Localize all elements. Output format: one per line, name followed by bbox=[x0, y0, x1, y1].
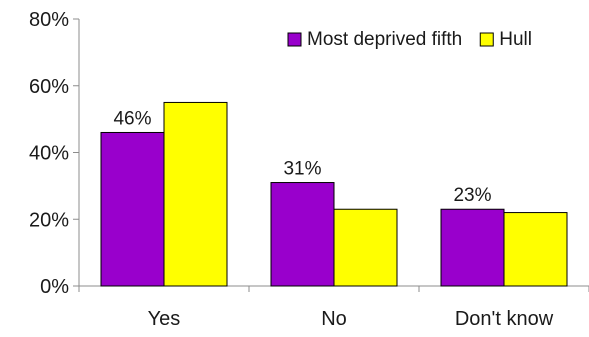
x-tick-label: Yes bbox=[148, 308, 181, 330]
bars bbox=[100, 101, 568, 287]
data-labels: 46% 31% 23% bbox=[113, 108, 491, 206]
x-tick-label: Don't know bbox=[455, 308, 554, 330]
x-tick-label: No bbox=[321, 308, 347, 330]
legend-swatch bbox=[479, 32, 494, 47]
y-tick-label: 60% bbox=[29, 76, 69, 98]
bar bbox=[100, 131, 165, 287]
data-label: 31% bbox=[283, 159, 321, 180]
bar bbox=[333, 208, 398, 287]
legend-label: Most deprived fifth bbox=[307, 29, 462, 50]
data-label: 23% bbox=[453, 185, 491, 206]
y-tick-label: 40% bbox=[29, 143, 69, 165]
y-tick-label: 80% bbox=[29, 9, 69, 31]
data-label: 46% bbox=[113, 108, 151, 129]
x-axis: Yes No Don't know bbox=[78, 285, 589, 330]
y-tick-label: 0% bbox=[40, 276, 69, 298]
bar bbox=[440, 208, 505, 287]
y-tick-label: 20% bbox=[29, 209, 69, 231]
legend-swatch bbox=[287, 32, 302, 47]
y-axis: 0% 20% 40% 60% 80% bbox=[29, 9, 80, 298]
legend: Most deprived fifth Hull bbox=[287, 29, 532, 50]
bar bbox=[503, 212, 568, 287]
bar bbox=[270, 182, 335, 287]
legend-label: Hull bbox=[499, 29, 532, 50]
bar bbox=[163, 101, 228, 287]
